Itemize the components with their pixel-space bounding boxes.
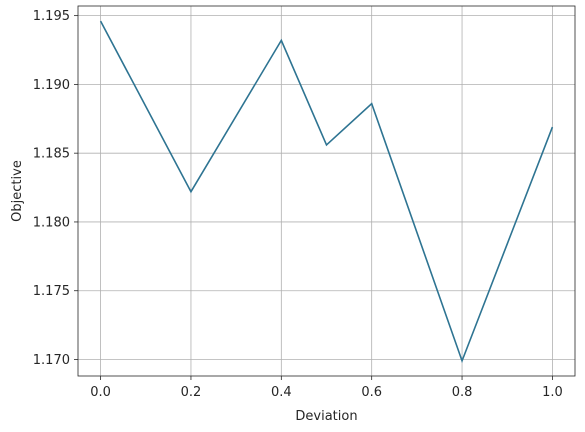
y-tick-label: 1.185 [33, 147, 70, 162]
y-axis-label: Objective [10, 160, 25, 222]
plot-frame [77, 5, 576, 377]
y-tick-label: 1.175 [33, 284, 70, 299]
y-tick-label: 1.190 [33, 78, 70, 93]
y-tick-label: 1.170 [33, 353, 70, 368]
x-tick-label: 0.4 [271, 385, 292, 400]
x-tick-label: 0.6 [361, 385, 382, 400]
x-tick-label: 1.0 [542, 385, 563, 400]
x-tick-label: 0.8 [452, 385, 473, 400]
y-tick-label: 1.180 [33, 215, 70, 230]
y-tick-label: 1.195 [33, 9, 70, 24]
y-axis: 1.170 1.175 1.180 1.185 1.190 1.195 [33, 9, 78, 368]
grid [78, 6, 575, 376]
x-tick-label: 0.0 [90, 385, 111, 400]
x-tick-label: 0.2 [181, 385, 202, 400]
x-axis-label: Deviation [295, 409, 357, 424]
x-axis: 0.0 0.2 0.4 0.6 0.8 1.0 [90, 376, 563, 400]
series-layer [99, 20, 554, 364]
series-line [99, 20, 554, 364]
